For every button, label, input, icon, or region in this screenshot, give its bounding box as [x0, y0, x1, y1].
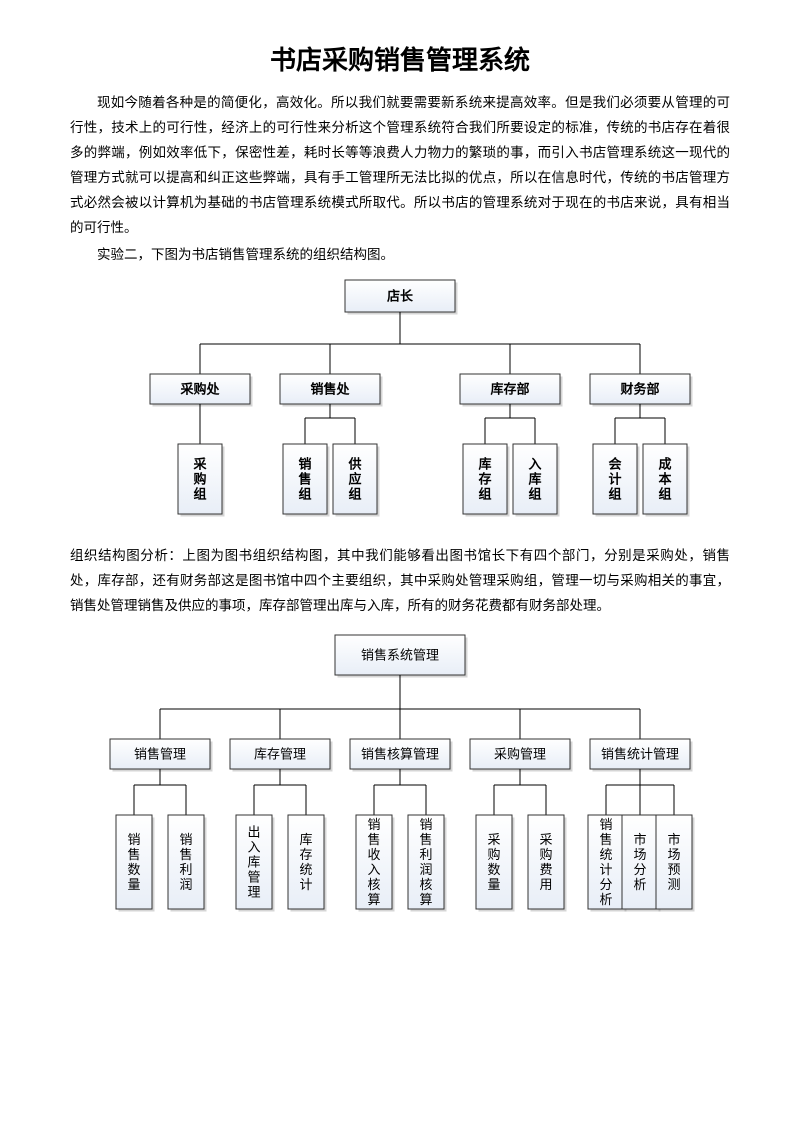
svg-text:采: 采 — [487, 832, 500, 847]
svg-text:成: 成 — [658, 456, 671, 471]
svg-text:销售核算管理: 销售核算管理 — [361, 746, 439, 761]
svg-text:购: 购 — [539, 847, 552, 862]
svg-text:组: 组 — [348, 486, 361, 501]
svg-text:组: 组 — [193, 486, 206, 501]
intro-paragraph-1: 现如今随着各种是的简便化，高效化。所以我们就要需要新系统来提高效率。但是我们必须… — [70, 91, 730, 241]
svg-text:应: 应 — [348, 471, 361, 486]
svg-text:核: 核 — [367, 877, 380, 892]
svg-text:测: 测 — [667, 877, 680, 892]
svg-text:算: 算 — [419, 892, 432, 907]
svg-text:统: 统 — [599, 847, 612, 862]
svg-text:组: 组 — [528, 486, 541, 501]
svg-text:数: 数 — [127, 862, 140, 877]
svg-text:销售系统管理: 销售系统管理 — [361, 647, 439, 662]
svg-text:数: 数 — [487, 862, 500, 877]
svg-text:库: 库 — [247, 854, 260, 869]
svg-text:润: 润 — [179, 877, 192, 892]
svg-text:店长: 店长 — [387, 288, 414, 303]
intro-paragraph-2: 实验二，下图为书店销售管理系统的组织结构图。 — [70, 243, 730, 268]
page-title: 书店采购销售管理系统 — [70, 40, 730, 77]
svg-text:销: 销 — [599, 817, 612, 832]
svg-text:售: 售 — [599, 832, 612, 847]
svg-text:量: 量 — [127, 877, 140, 892]
svg-text:库: 库 — [299, 832, 312, 847]
svg-text:存: 存 — [299, 847, 312, 862]
svg-text:润: 润 — [419, 862, 432, 877]
svg-text:库: 库 — [478, 456, 491, 471]
analysis-paragraph: 组织结构图分析：上图为图书组织结构图，其中我们能够看出图书馆长下有四个部门，分别… — [70, 544, 730, 619]
svg-text:销: 销 — [127, 832, 140, 847]
svg-text:场: 场 — [633, 847, 646, 862]
svg-text:售: 售 — [367, 832, 380, 847]
svg-text:库: 库 — [528, 471, 541, 486]
svg-text:核: 核 — [419, 877, 432, 892]
svg-text:利: 利 — [179, 862, 192, 877]
svg-text:采: 采 — [539, 832, 552, 847]
svg-text:算: 算 — [367, 892, 380, 907]
svg-text:计: 计 — [599, 862, 612, 877]
svg-text:销售统计管理: 销售统计管理 — [601, 746, 679, 761]
svg-text:购: 购 — [193, 471, 206, 486]
svg-text:销: 销 — [298, 456, 311, 471]
svg-text:售: 售 — [127, 847, 140, 862]
svg-text:销: 销 — [179, 832, 192, 847]
svg-text:组: 组 — [298, 486, 311, 501]
svg-text:析: 析 — [633, 877, 646, 892]
svg-text:销: 销 — [419, 817, 432, 832]
svg-text:统: 统 — [299, 862, 312, 877]
svg-text:场: 场 — [667, 847, 680, 862]
svg-text:市: 市 — [633, 832, 646, 847]
org-chart-1: 店长采购处销售处库存部财务部采购组销售组供应组库存组入库组会计组成本组 — [90, 274, 710, 534]
svg-text:售: 售 — [179, 847, 192, 862]
svg-text:出: 出 — [247, 824, 260, 839]
svg-text:用: 用 — [539, 877, 552, 892]
svg-text:预: 预 — [667, 862, 680, 877]
svg-text:组: 组 — [478, 486, 491, 501]
svg-text:理: 理 — [247, 884, 260, 899]
svg-text:本: 本 — [658, 471, 671, 486]
svg-text:组: 组 — [658, 486, 671, 501]
svg-text:购: 购 — [487, 847, 500, 862]
svg-text:采购管理: 采购管理 — [494, 746, 546, 761]
svg-text:费: 费 — [539, 862, 552, 877]
svg-text:售: 售 — [419, 832, 432, 847]
svg-text:分: 分 — [633, 862, 646, 877]
svg-text:分: 分 — [599, 877, 612, 892]
svg-text:入: 入 — [528, 456, 541, 471]
svg-text:库存管理: 库存管理 — [254, 746, 306, 761]
svg-text:采购处: 采购处 — [179, 381, 220, 396]
svg-text:存: 存 — [478, 471, 491, 486]
svg-text:市: 市 — [667, 832, 680, 847]
svg-text:供: 供 — [347, 456, 361, 471]
svg-text:会: 会 — [608, 456, 622, 471]
svg-text:财务部: 财务部 — [620, 381, 659, 396]
svg-text:销售管理: 销售管理 — [134, 746, 186, 761]
svg-text:入: 入 — [367, 862, 380, 877]
org-chart-2: 销售系统管理销售管理库存管理销售核算管理采购管理销售统计管理销售数量销售利润出入… — [80, 629, 720, 929]
svg-text:采: 采 — [192, 456, 207, 471]
svg-text:售: 售 — [298, 471, 311, 486]
svg-text:库存部: 库存部 — [490, 381, 529, 396]
svg-text:析: 析 — [599, 892, 612, 907]
svg-text:管: 管 — [247, 869, 260, 884]
svg-text:计: 计 — [608, 471, 621, 486]
svg-text:量: 量 — [487, 877, 500, 892]
svg-text:计: 计 — [299, 877, 312, 892]
svg-text:利: 利 — [419, 847, 432, 862]
svg-text:组: 组 — [608, 486, 621, 501]
svg-text:销: 销 — [367, 817, 380, 832]
svg-text:入: 入 — [247, 839, 260, 854]
svg-text:销售处: 销售处 — [310, 381, 350, 396]
svg-text:收: 收 — [367, 847, 380, 862]
